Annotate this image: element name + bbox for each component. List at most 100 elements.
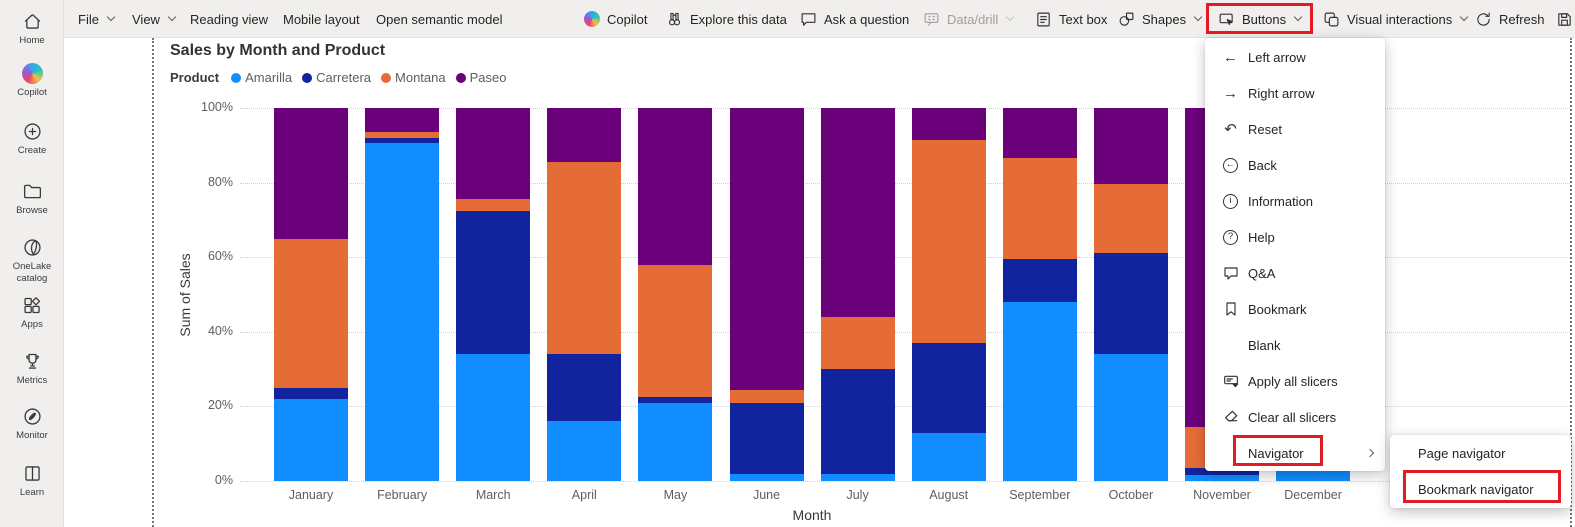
bar-segment[interactable] [1185, 475, 1259, 481]
bar-segment[interactable] [274, 238, 348, 388]
sidebar-item-metrics[interactable]: Metrics [0, 350, 64, 387]
legend-item-paseo[interactable]: Paseo [455, 70, 506, 85]
bar-segment[interactable] [456, 199, 531, 211]
bar-segment[interactable] [638, 108, 713, 265]
bar-segment[interactable] [729, 108, 804, 390]
bar-segment[interactable] [1002, 301, 1077, 481]
toolbar-item-open-semantic-model[interactable]: Open semantic model [376, 0, 502, 38]
toolbar-item-mobile-layout[interactable]: Mobile layout [283, 0, 360, 38]
menu-item-clear-all-slicers[interactable]: Clear all slicers [1205, 399, 1385, 435]
bar-segment[interactable] [274, 398, 348, 481]
sidebar-item-learn[interactable]: Learn [0, 462, 64, 499]
menu-item-left-arrow[interactable]: ← Left arrow [1205, 39, 1385, 75]
bar-segment[interactable] [456, 108, 531, 200]
toolbar-item-shapes[interactable]: Shapes [1118, 0, 1203, 38]
bar-segment[interactable] [1093, 253, 1168, 355]
toolbar-item-ask-a-question[interactable]: Ask a question [800, 0, 909, 38]
submenu-item-page-navigator[interactable]: Page navigator [1390, 435, 1571, 471]
menu-item-apply-all-slicers[interactable]: Apply all slicers [1205, 363, 1385, 399]
sidebar-item-monitor[interactable]: Monitor [0, 405, 64, 442]
bar-segment[interactable] [365, 143, 440, 481]
bar-segment[interactable] [274, 387, 348, 399]
sidebar-item-home[interactable]: Home [0, 10, 64, 47]
bar-segment[interactable] [729, 402, 804, 474]
toolbar-item-copilot[interactable]: Copilot [583, 0, 647, 38]
bookmark-icon [1222, 301, 1239, 317]
bar-segment[interactable] [456, 354, 531, 481]
bar-segment[interactable] [638, 397, 713, 403]
toolbar-item-buttons[interactable]: Buttons [1218, 0, 1303, 38]
gridline [240, 406, 1570, 408]
canvas-right-dotted-border [1570, 38, 1572, 527]
menu-item-bookmark[interactable]: Bookmark [1205, 291, 1385, 327]
bar-segment[interactable] [729, 389, 804, 403]
bar-segment[interactable] [729, 473, 804, 481]
shapes-icon [1118, 11, 1135, 28]
bar-segment[interactable] [820, 108, 895, 317]
save-icon [1556, 11, 1573, 28]
sidebar-item-label: OneLake catalog [12, 261, 52, 284]
chat-bubble-icon [800, 11, 817, 28]
bar-segment[interactable] [1002, 259, 1077, 302]
bar-segment[interactable] [638, 402, 713, 481]
bar-segment[interactable] [820, 473, 895, 481]
menu-item-back[interactable]: ← Back [1205, 147, 1385, 183]
bar-segment[interactable] [911, 108, 986, 140]
chevron-right-icon [1365, 448, 1375, 458]
toolbar-item-file[interactable]: File [78, 0, 116, 38]
bar-segment[interactable] [911, 432, 986, 481]
sidebar-item-browse[interactable]: Browse [0, 180, 64, 217]
toolbar-item-save[interactable] [1556, 0, 1573, 38]
bar-segment[interactable] [274, 108, 348, 239]
bar-segment[interactable] [1002, 108, 1077, 159]
bar-segment[interactable] [638, 264, 713, 398]
toolbar-item-visual-interactions[interactable]: Visual interactions [1323, 0, 1469, 38]
gridline [240, 108, 1570, 109]
toolbar-item-explore-this-data[interactable]: Explore this data [666, 0, 787, 38]
bar-segment[interactable] [365, 108, 440, 133]
legend-item-montana[interactable]: Montana [381, 70, 446, 85]
toolbar-item-reading-view[interactable]: Reading view [190, 0, 268, 38]
toolbar-item-text-box[interactable]: Text box [1035, 0, 1107, 38]
bar-segment[interactable] [1093, 354, 1168, 481]
submenu-item-bookmark-navigator[interactable]: Bookmark navigator [1390, 471, 1571, 507]
bar-segment[interactable] [1093, 184, 1168, 254]
toolbar-item-view[interactable]: View [132, 0, 177, 38]
bar-segment[interactable] [1002, 158, 1077, 260]
menu-item-navigator[interactable]: Navigator [1205, 435, 1385, 471]
legend-item-amarilla[interactable]: Amarilla [231, 70, 292, 85]
sidebar-item-create[interactable]: Create [0, 120, 64, 157]
bar-segment[interactable] [1276, 469, 1351, 481]
menu-item-blank[interactable]: Blank [1205, 327, 1385, 363]
menu-item-q-a[interactable]: Q&A [1205, 255, 1385, 291]
bar-segment[interactable] [820, 316, 895, 370]
toolbar-item-refresh[interactable]: Refresh [1475, 0, 1545, 38]
sidebar-item-apps[interactable]: Apps [0, 294, 64, 331]
bar-segment[interactable] [911, 139, 986, 343]
bar-segment[interactable] [456, 210, 531, 355]
bar-segment[interactable] [547, 354, 622, 422]
legend-item-carretera[interactable]: Carretera [302, 70, 371, 85]
menu-item-help[interactable]: ? Help [1205, 219, 1385, 255]
information-icon: i [1223, 193, 1238, 209]
menu-item-reset[interactable]: ↶ Reset [1205, 111, 1385, 147]
menu-item-label: Help [1248, 229, 1275, 245]
bar-segment[interactable] [365, 132, 440, 138]
clear-slicers-icon [1222, 409, 1239, 425]
toolbar-item-data-drill[interactable]: Data/drill [923, 0, 1015, 38]
sidebar-item-onelake-catalog[interactable]: OneLake catalog [0, 236, 64, 285]
legend-dot [231, 72, 242, 83]
bar-segment[interactable] [820, 369, 895, 474]
sidebar-item-copilot[interactable]: Copilot [0, 62, 64, 99]
bar-segment[interactable] [1185, 467, 1259, 476]
bar-segment[interactable] [547, 108, 622, 163]
x-axis-tick-label: January [288, 488, 334, 502]
bar-segment[interactable] [547, 421, 622, 481]
bar-segment[interactable] [1093, 108, 1168, 185]
menu-item-right-arrow[interactable]: → Right arrow [1205, 75, 1385, 111]
menu-item-information[interactable]: i Information [1205, 183, 1385, 219]
bar-segment[interactable] [365, 137, 440, 144]
bar-segment[interactable] [911, 342, 986, 433]
bar-segment[interactable] [547, 162, 622, 355]
toolbar-item-label: Explore this data [690, 11, 787, 27]
